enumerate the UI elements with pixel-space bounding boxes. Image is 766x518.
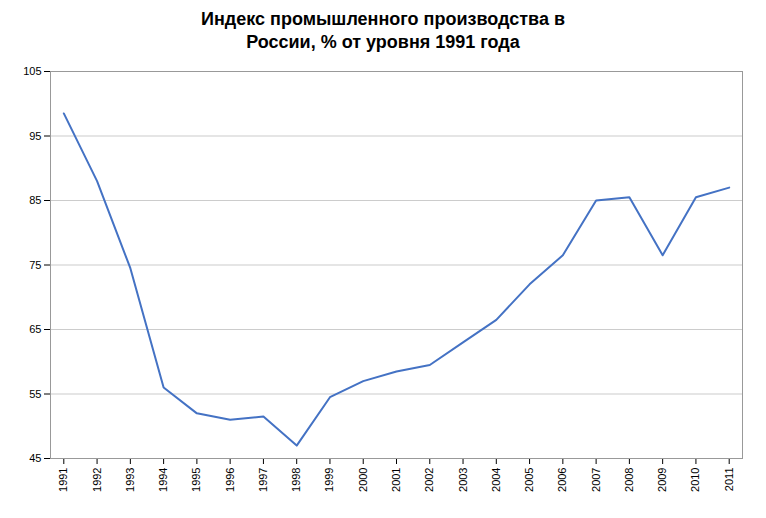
svg-text:45: 45 — [29, 452, 41, 464]
svg-text:2000: 2000 — [357, 468, 369, 492]
svg-text:2003: 2003 — [457, 468, 469, 492]
svg-text:2006: 2006 — [556, 468, 568, 492]
svg-text:2010: 2010 — [689, 468, 701, 492]
svg-text:75: 75 — [29, 259, 41, 271]
svg-text:1998: 1998 — [290, 468, 302, 492]
svg-text:1996: 1996 — [224, 468, 236, 492]
svg-text:55: 55 — [29, 388, 41, 400]
svg-text:1994: 1994 — [157, 468, 169, 492]
html-text:Индекс промышленного производс: Индекс промышленного производства в Росс… — [201, 9, 565, 52]
svg-text:2005: 2005 — [523, 468, 535, 492]
svg-text:2011: 2011 — [723, 468, 735, 492]
svg-text:2007: 2007 — [590, 468, 602, 492]
svg-text:85: 85 — [29, 194, 41, 206]
svg-text:105: 105 — [23, 65, 41, 77]
svg-text:2008: 2008 — [623, 468, 635, 492]
svg-text:1995: 1995 — [190, 468, 202, 492]
svg-text:95: 95 — [29, 130, 41, 142]
svg-text:1992: 1992 — [91, 468, 103, 492]
svg-text:1999: 1999 — [323, 468, 335, 492]
svg-text:2002: 2002 — [423, 468, 435, 492]
svg-text:2009: 2009 — [656, 468, 668, 492]
svg-text:1993: 1993 — [124, 468, 136, 492]
svg-text:1997: 1997 — [257, 468, 269, 492]
svg-text:2004: 2004 — [490, 468, 502, 492]
svg-text:65: 65 — [29, 323, 41, 335]
svg-text:2001: 2001 — [390, 468, 402, 492]
svg-text:1991: 1991 — [57, 468, 69, 492]
